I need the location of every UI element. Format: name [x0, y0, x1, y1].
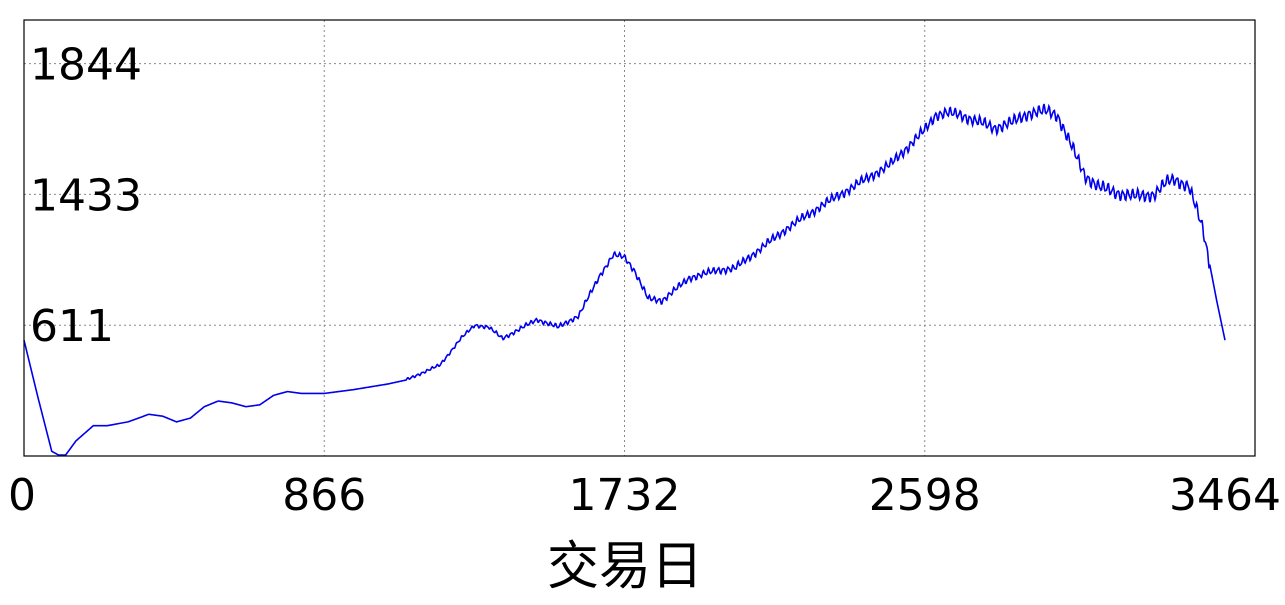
x-tick-label: 3464 [1169, 470, 1281, 521]
x-ticks: 0 866 1732 2598 3464 [8, 470, 1281, 521]
y-tick-label: 1844 [30, 40, 142, 91]
y-tick-label: 611 [30, 301, 114, 352]
data-series [23, 103, 1226, 456]
y-ticks: 611 1433 1844 [30, 40, 142, 353]
x-tick-label: 866 [282, 470, 366, 521]
x-tick-label: 2598 [869, 470, 981, 521]
series-line [23, 103, 1226, 456]
x-tick-label: 0 [8, 470, 36, 521]
plot-area [23, 19, 1256, 457]
grid-lines [24, 20, 1255, 456]
y-tick-label: 1433 [30, 170, 142, 221]
x-tick-label: 1732 [569, 470, 681, 521]
x-axis-label: 交易日 [547, 537, 703, 597]
